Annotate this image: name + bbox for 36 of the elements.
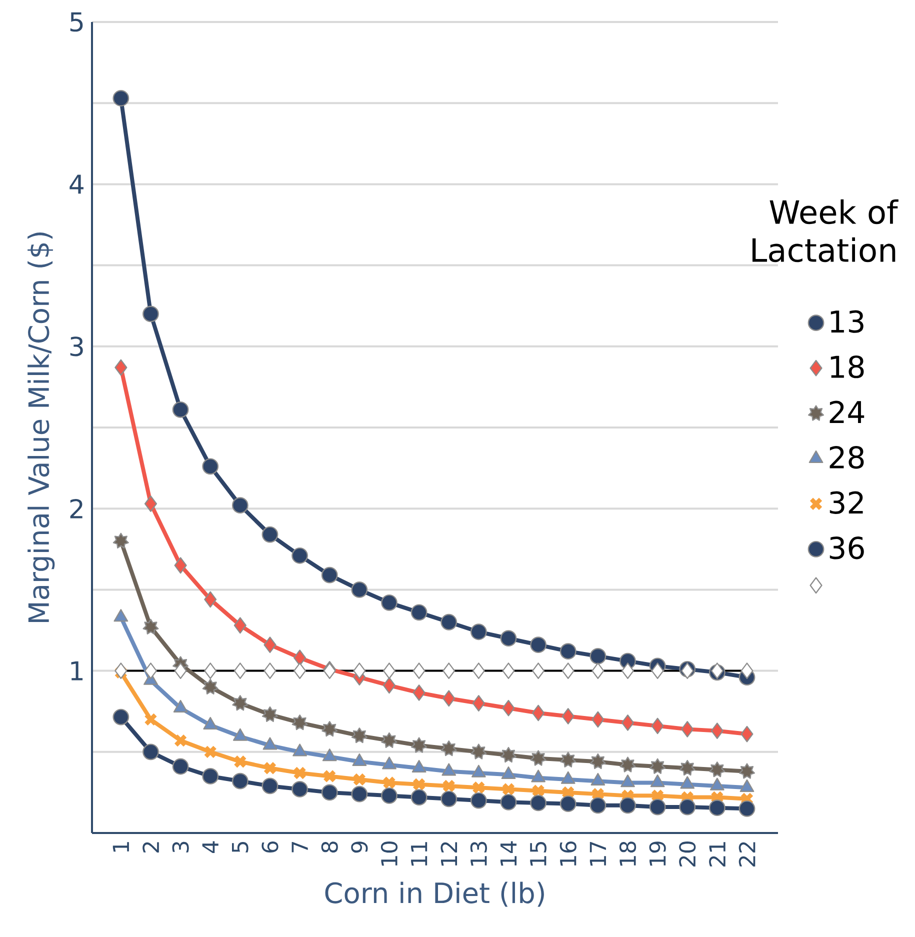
legend-label: 32 — [830, 491, 863, 514]
y-tick-label: 5 — [70, 12, 83, 32]
x-tick-label: 18 — [619, 842, 636, 866]
y-tick-label: 4 — [70, 174, 84, 194]
legend-label: 18 — [830, 355, 864, 378]
legend-label: 24 — [830, 400, 864, 423]
legend-title: Week of Lactation — [752, 199, 898, 262]
x-tick-label: 20 — [679, 842, 696, 866]
x-tick-label: 5 — [232, 842, 248, 852]
x-tick-label: 4 — [202, 841, 218, 853]
y-tick-label: 1 — [71, 661, 83, 680]
x-tick-label: 19 — [649, 842, 666, 866]
legend-label: 36 — [830, 536, 864, 560]
x-tick-label: 14 — [500, 841, 517, 866]
y-axis-title: Marginal Value Milk/Corn ($) — [28, 232, 55, 622]
x-tick-label: 12 — [440, 842, 458, 866]
x-tick-label: 17 — [590, 842, 606, 866]
legend-label: 13 — [830, 310, 864, 333]
x-tick-label: 10 — [380, 842, 398, 866]
x-tick-label: 16 — [560, 841, 576, 866]
x-tick-label: 8 — [321, 842, 338, 853]
x-tick-label: 6 — [262, 841, 278, 853]
x-tick-label: 15 — [530, 842, 546, 866]
x-tick-label: 2 — [142, 842, 159, 852]
x-tick-label: 21 — [709, 842, 726, 866]
x-tick-label: 11 — [411, 842, 428, 866]
y-tick-label: 3 — [70, 336, 83, 356]
x-tick-label: 7 — [292, 842, 308, 852]
x-tick-label: 22 — [738, 842, 756, 866]
x-axis-title: Corn in Diet (lb) — [325, 882, 544, 907]
x-tick-label: 3 — [172, 842, 189, 852]
x-tick-label: 9 — [351, 842, 368, 853]
x-tick-label: 1 — [112, 842, 129, 852]
y-tick-label: 2 — [70, 498, 82, 518]
legend-label: 28 — [830, 446, 864, 469]
x-tick-label: 13 — [470, 842, 487, 866]
